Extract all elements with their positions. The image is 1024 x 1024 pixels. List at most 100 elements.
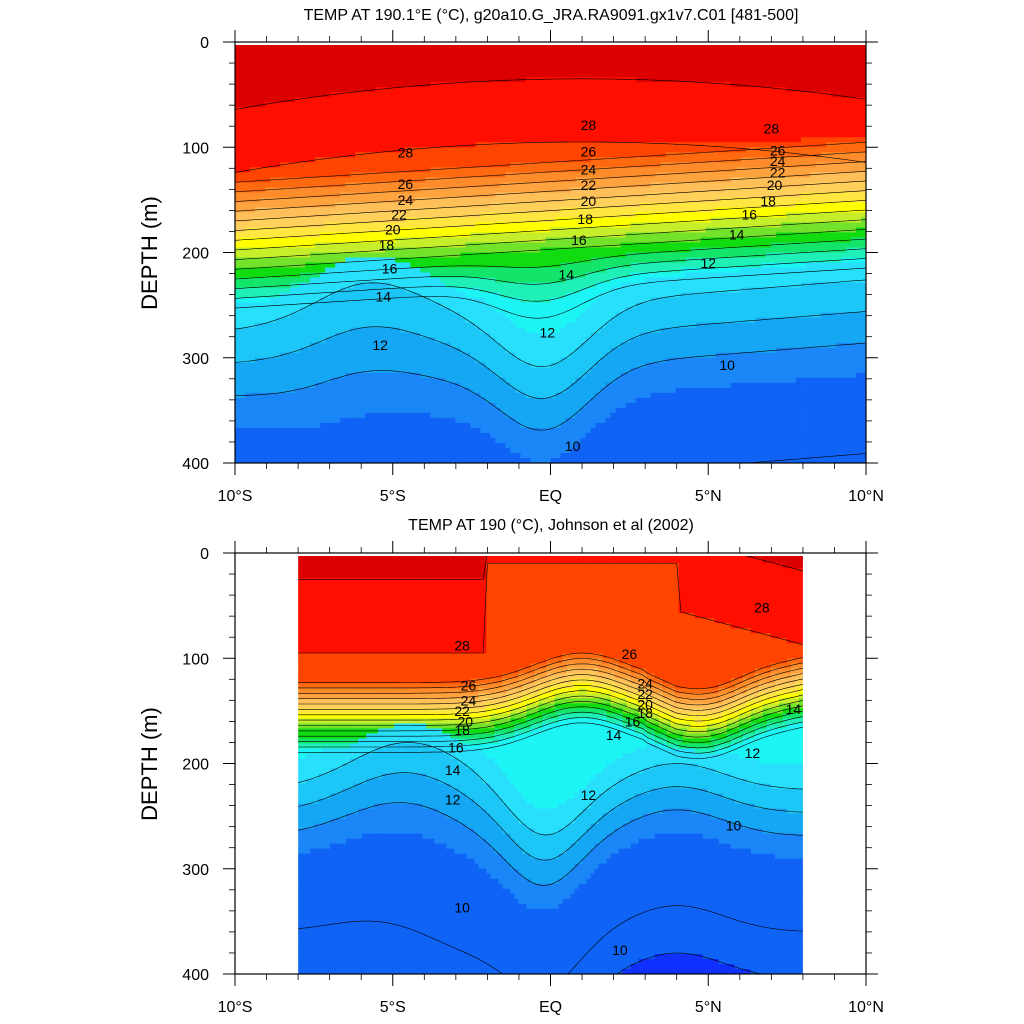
contour-cell — [360, 77, 366, 83]
contour-cell — [510, 377, 517, 384]
contour-cell — [355, 427, 361, 434]
contour-cell — [360, 267, 366, 274]
contour-cell — [395, 247, 401, 254]
contour-cell — [370, 377, 376, 384]
contour-cell — [520, 62, 527, 68]
contour-cell — [335, 137, 341, 143]
contour-cell — [390, 147, 396, 153]
contour-cell — [510, 177, 517, 183]
contour-cell — [375, 267, 381, 274]
contour-cell — [310, 357, 316, 364]
contour-cell — [445, 442, 451, 449]
contour-cell — [440, 267, 446, 274]
contour-cell — [520, 102, 527, 108]
contour-cell — [420, 442, 426, 449]
contour-cell — [455, 132, 461, 138]
contour-cell — [340, 162, 346, 168]
contour-cell — [465, 262, 471, 269]
contour-cell — [300, 337, 306, 344]
contour-cell — [395, 122, 401, 128]
contour-cell — [300, 137, 306, 143]
contour-cell — [325, 107, 331, 113]
contour-cell — [305, 72, 311, 78]
contour-cell — [265, 277, 271, 284]
contour-cell — [395, 272, 401, 279]
contour-cell — [500, 72, 507, 78]
contour-cell — [260, 207, 266, 213]
contour-cell — [500, 212, 507, 219]
contour-cell — [315, 212, 321, 219]
contour-cell — [435, 107, 441, 113]
contour-cell — [325, 232, 331, 239]
contour-cell — [405, 162, 411, 168]
contour-cell — [410, 397, 416, 404]
contour-cell — [455, 87, 461, 93]
contour-cell — [380, 377, 386, 384]
contour-cell — [530, 62, 537, 68]
contour-cell — [365, 257, 371, 264]
contour-cell — [360, 182, 366, 188]
contour-cell — [460, 192, 466, 198]
contour-cell — [315, 62, 321, 68]
contour-cell — [415, 92, 421, 98]
contour-cell — [345, 277, 351, 284]
contour-cell — [465, 367, 471, 374]
contour-cell — [400, 432, 406, 439]
contour-cell — [365, 242, 371, 249]
contour-cell — [470, 407, 476, 414]
contour-cell — [265, 77, 271, 83]
contour-cell — [390, 407, 396, 414]
contour-cell — [525, 312, 532, 319]
contour-cell — [320, 392, 326, 399]
contour-cell — [465, 442, 471, 449]
contour-cell — [460, 147, 466, 153]
contour-cell — [450, 212, 456, 219]
contour-cell — [310, 312, 316, 319]
contour-cell — [460, 407, 466, 414]
contour-cell — [485, 87, 492, 93]
contour-cell — [510, 127, 517, 133]
contour-cell — [330, 402, 336, 409]
contour-cell — [470, 437, 476, 444]
contour-cell — [460, 217, 466, 224]
contour-cell — [305, 262, 311, 269]
contour-cell — [495, 307, 502, 314]
contour-cell — [310, 427, 316, 434]
contour-cell — [475, 257, 481, 264]
contour-cell — [425, 67, 431, 73]
contour-cell — [495, 112, 502, 118]
contour-cell — [265, 242, 271, 249]
contour-cell — [315, 302, 321, 309]
contour-cell — [465, 137, 471, 143]
contour-cell — [285, 127, 291, 133]
contour-cell — [290, 257, 296, 264]
contour-cell — [445, 87, 451, 93]
contour-cell — [235, 217, 241, 224]
contour-cell — [420, 217, 426, 224]
contour-cell — [270, 117, 276, 123]
contour-cell — [345, 157, 351, 163]
contour-cell — [265, 45, 271, 48]
contour-cell — [245, 117, 251, 123]
contour-cell — [425, 292, 431, 299]
contour-cell — [410, 212, 416, 219]
contour-cell — [330, 287, 336, 294]
contour-cell — [240, 307, 246, 314]
contour-cell — [455, 127, 461, 133]
contour-cell — [495, 242, 502, 249]
contour-cell — [525, 77, 532, 83]
contour-cell — [270, 232, 276, 239]
contour-cell — [445, 382, 451, 389]
contour-cell — [295, 232, 301, 239]
contour-cell — [510, 452, 517, 459]
contour-cell — [425, 347, 431, 354]
contour-cell — [455, 327, 461, 334]
contour-cell — [510, 207, 517, 213]
contour-cell — [365, 412, 371, 419]
contour-cell — [300, 437, 306, 444]
contour-cell — [250, 292, 256, 299]
contour-cell — [530, 202, 537, 208]
contour-cell — [515, 267, 522, 274]
contour-cell — [460, 272, 466, 279]
contour-cell — [510, 332, 517, 339]
